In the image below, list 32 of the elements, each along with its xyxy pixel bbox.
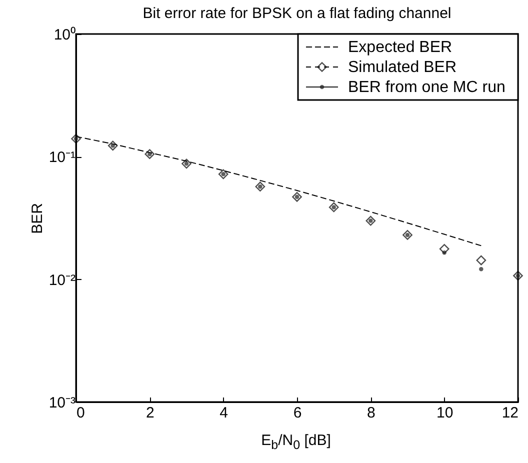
point bbox=[328, 202, 339, 212]
y-tick-label: 10⁻³ bbox=[48, 394, 76, 412]
legend-label: Expected BER bbox=[348, 39, 452, 56]
x-tick-label: 8 bbox=[366, 404, 376, 422]
x-tick-label: 2 bbox=[146, 404, 154, 422]
point bbox=[144, 149, 155, 159]
x-axis-title: E$_{b}$/N$_{0}$ [dB] bbox=[260, 432, 332, 452]
point bbox=[71, 134, 81, 144]
y-tick-label: 10⁰ bbox=[54, 26, 76, 44]
point bbox=[513, 270, 523, 281]
legend-label: Simulated BER bbox=[348, 59, 456, 76]
x-tick-label: 12 bbox=[502, 404, 518, 422]
point bbox=[182, 158, 192, 169]
point bbox=[366, 216, 376, 226]
point bbox=[476, 255, 486, 266]
point bbox=[255, 182, 266, 192]
y-tick-label: 10⁻¹ bbox=[48, 149, 76, 166]
point bbox=[442, 250, 446, 255]
chart-title: Bit error rate for BPSK on a flat fading channel bbox=[142, 5, 452, 22]
y-axis-title: BER bbox=[28, 202, 46, 234]
legend-label: BER from one MC run bbox=[348, 79, 506, 96]
point bbox=[292, 192, 302, 202]
x-tick-label: 6 bbox=[293, 404, 302, 422]
point bbox=[402, 230, 412, 240]
point bbox=[479, 267, 484, 272]
x-tick-label: 10 bbox=[436, 404, 454, 422]
x-tick-label: 4 bbox=[220, 404, 228, 422]
x-tick-label: 0 bbox=[76, 404, 85, 422]
point bbox=[439, 244, 450, 254]
point bbox=[108, 140, 118, 151]
y-tick-label: 10⁻² bbox=[48, 272, 76, 289]
point bbox=[218, 169, 228, 180]
